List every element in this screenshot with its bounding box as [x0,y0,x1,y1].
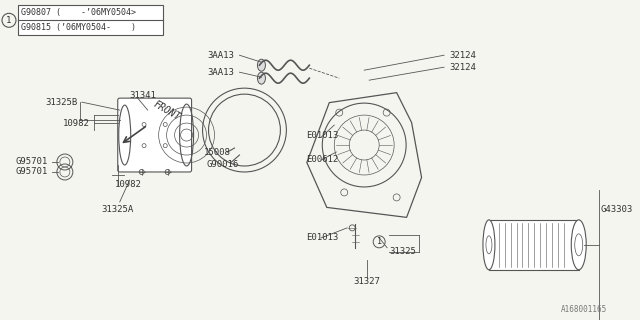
Ellipse shape [257,59,266,71]
Ellipse shape [257,72,266,84]
Ellipse shape [572,220,586,270]
Text: E00612: E00612 [307,156,339,164]
Text: 31325A: 31325A [102,205,134,214]
Text: 3AA13: 3AA13 [207,68,234,77]
Text: G43303: G43303 [601,205,633,214]
Text: 10982: 10982 [115,180,141,189]
Text: 1: 1 [6,16,12,25]
FancyBboxPatch shape [489,220,579,270]
Text: G95701: G95701 [15,157,48,166]
Text: 1: 1 [377,237,381,246]
Text: G90807 (    -’06MY0504>: G90807 ( -’06MY0504> [21,8,136,17]
Text: 31325: 31325 [389,247,416,256]
Text: G95701: G95701 [15,167,48,176]
Text: 32124: 32124 [449,63,476,72]
FancyBboxPatch shape [18,5,163,35]
Text: E01013: E01013 [307,233,339,242]
Text: 15008: 15008 [204,148,231,156]
Text: FRONT: FRONT [152,99,182,122]
Ellipse shape [483,220,495,270]
FancyBboxPatch shape [118,98,191,172]
Text: 31325B: 31325B [45,98,78,107]
Text: 32124: 32124 [449,51,476,60]
Text: E01013: E01013 [307,131,339,140]
Text: 3AA13: 3AA13 [207,51,234,60]
Text: 31327: 31327 [354,277,381,286]
Text: 10982: 10982 [63,119,90,128]
Text: 31341: 31341 [130,91,157,100]
Text: G90016: G90016 [206,161,239,170]
Text: G90815 (’06MY0504-    ): G90815 (’06MY0504- ) [21,23,136,32]
Text: A168001165: A168001165 [561,305,607,314]
